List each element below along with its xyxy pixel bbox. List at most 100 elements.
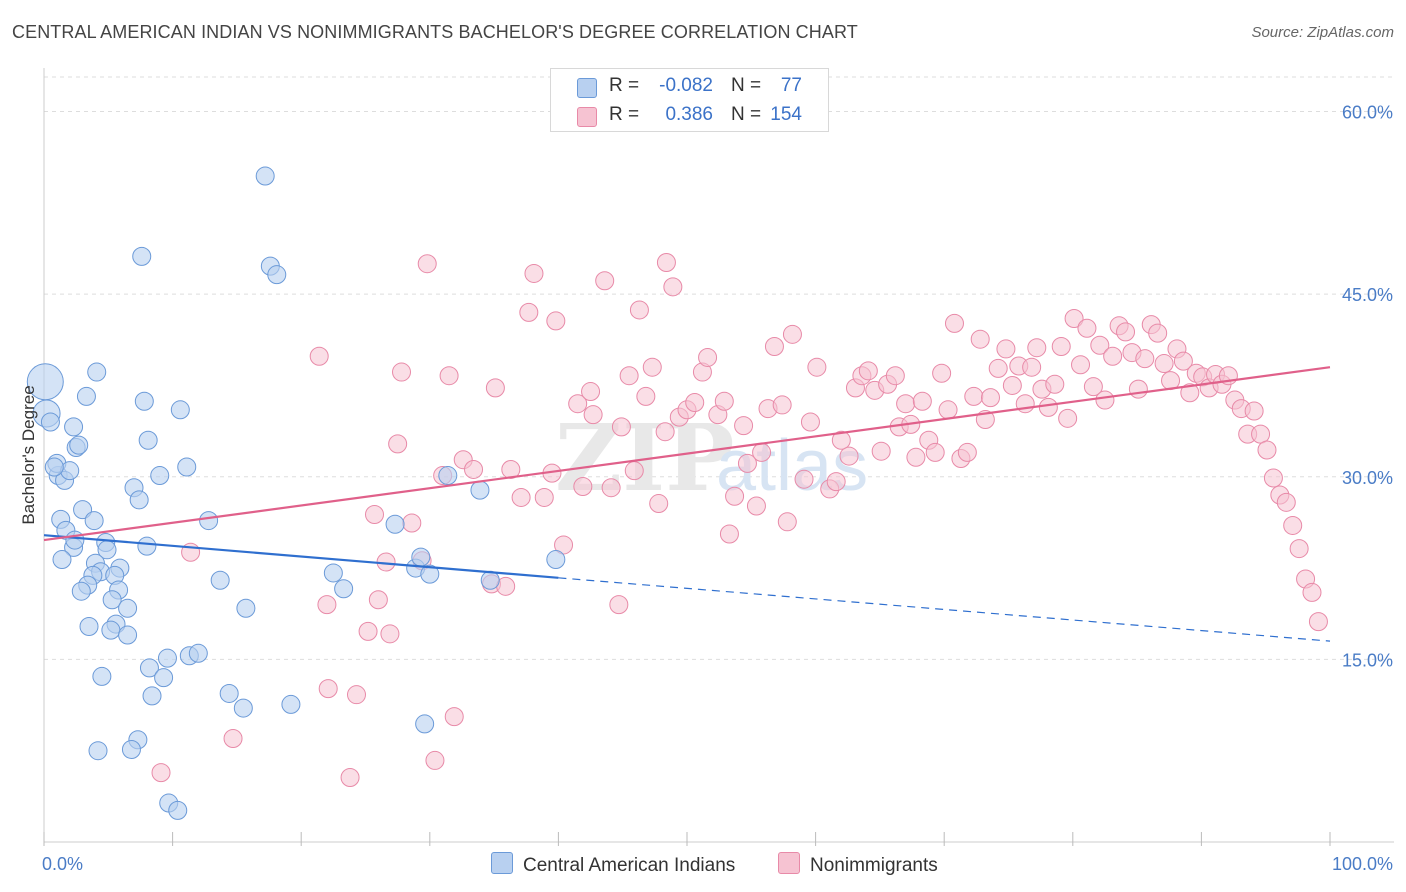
- data-point-nonimmigrants: [317, 595, 337, 615]
- data-point-central-american-indians: [199, 511, 219, 531]
- data-point-central-american-indians: [150, 466, 170, 486]
- legend-row-blue: R = -0.082 N = 77: [551, 71, 828, 101]
- data-point-nonimmigrants: [601, 478, 621, 498]
- data-point-nonimmigrants: [794, 469, 814, 489]
- source-label: Source: ZipAtlas.com: [1251, 24, 1394, 41]
- data-point-central-american-indians: [88, 741, 108, 761]
- data-point-central-american-indians: [69, 435, 89, 455]
- legend-swatch-blue: [577, 78, 597, 98]
- y-tick-label: 45.0%: [1342, 285, 1393, 305]
- data-point-nonimmigrants: [839, 446, 859, 466]
- data-point-nonimmigrants: [223, 729, 243, 749]
- legend-item-central-american-indians: Central American Indians: [491, 852, 735, 877]
- data-point-nonimmigrants: [392, 362, 412, 382]
- data-point-nonimmigrants: [1135, 349, 1155, 369]
- y-axis-title: Bachelor's Degree: [19, 385, 38, 524]
- data-point-central-american-indians: [84, 511, 104, 531]
- data-point-central-american-indians: [219, 683, 239, 703]
- data-point-nonimmigrants: [501, 459, 521, 479]
- y-tick-label: 15.0%: [1342, 650, 1393, 670]
- data-point-nonimmigrants: [944, 313, 964, 333]
- data-point-nonimmigrants: [906, 447, 926, 467]
- data-point-nonimmigrants: [858, 361, 878, 381]
- legend-label: Nonimmigrants: [810, 855, 938, 876]
- data-point-central-american-indians: [170, 400, 190, 420]
- data-point-nonimmigrants: [988, 358, 1008, 378]
- legend-item-nonimmigrants: Nonimmigrants: [778, 852, 938, 877]
- data-point-central-american-indians: [334, 579, 354, 599]
- data-point-central-american-indians: [157, 648, 177, 668]
- y-tick-label: 30.0%: [1342, 468, 1393, 488]
- data-point-nonimmigrants: [573, 477, 593, 497]
- data-point-nonimmigrants: [656, 252, 676, 272]
- data-point-central-american-indians: [87, 362, 107, 382]
- data-point-nonimmigrants: [581, 382, 601, 402]
- data-point-central-american-indians: [420, 564, 440, 584]
- data-point-nonimmigrants: [1283, 515, 1303, 535]
- data-point-nonimmigrants: [511, 487, 531, 507]
- data-point-central-american-indians: [137, 536, 157, 556]
- data-point-nonimmigrants: [938, 400, 958, 420]
- data-point-central-american-indians: [134, 391, 154, 411]
- data-point-nonimmigrants: [885, 366, 905, 386]
- data-point-nonimmigrants: [1090, 335, 1110, 355]
- data-point-nonimmigrants: [619, 366, 639, 386]
- data-point-nonimmigrants: [1289, 539, 1309, 559]
- data-point-nonimmigrants: [464, 459, 484, 479]
- data-point-nonimmigrants: [1083, 377, 1103, 397]
- data-point-central-american-indians: [139, 658, 159, 678]
- data-point-nonimmigrants: [1064, 308, 1084, 328]
- data-point-nonimmigrants: [1022, 357, 1042, 377]
- data-point-nonimmigrants: [826, 472, 846, 492]
- data-point-central-american-indians: [480, 570, 500, 590]
- data-point-nonimmigrants: [636, 386, 656, 406]
- data-point-nonimmigrants: [649, 494, 669, 514]
- data-point-nonimmigrants: [368, 590, 388, 610]
- data-point-nonimmigrants: [871, 441, 891, 461]
- x-tick-label: 0.0%: [42, 854, 83, 874]
- data-point-central-american-indians: [385, 514, 405, 534]
- data-point-nonimmigrants: [402, 513, 422, 533]
- data-point-nonimmigrants: [1128, 379, 1148, 399]
- data-point-nonimmigrants: [609, 595, 629, 615]
- data-point-nonimmigrants: [1244, 401, 1264, 421]
- data-point-nonimmigrants: [1038, 397, 1058, 417]
- data-point-nonimmigrants: [1002, 375, 1022, 395]
- data-point-nonimmigrants: [546, 311, 566, 331]
- trend-line-central-american-indians: [43, 534, 559, 579]
- data-point-central-american-indians: [102, 590, 122, 610]
- chart-title: CENTRAL AMERICAN INDIAN VS NONIMMIGRANTS…: [12, 22, 858, 42]
- data-point-nonimmigrants: [725, 486, 745, 506]
- data-point-nonimmigrants: [151, 763, 171, 783]
- data-point-nonimmigrants: [318, 679, 338, 699]
- data-point-nonimmigrants: [1027, 338, 1047, 358]
- data-point-nonimmigrants: [996, 339, 1016, 359]
- legend-r-value: -0.082: [659, 75, 713, 96]
- data-point-nonimmigrants: [719, 524, 739, 544]
- data-point-nonimmigrants: [358, 621, 378, 641]
- data-point-central-american-indians: [65, 530, 85, 550]
- data-point-nonimmigrants: [583, 405, 603, 425]
- data-point-nonimmigrants: [800, 412, 820, 432]
- legend-r-label: R =: [609, 104, 640, 125]
- data-point-central-american-indians: [138, 430, 158, 450]
- data-point-nonimmigrants: [807, 357, 827, 377]
- data-point-central-american-indians: [154, 668, 174, 688]
- data-point-nonimmigrants: [524, 263, 544, 283]
- data-point-central-american-indians: [267, 265, 287, 285]
- data-point-central-american-indians: [79, 617, 99, 637]
- data-point-central-american-indians: [210, 570, 230, 590]
- data-point-nonimmigrants: [1173, 351, 1193, 371]
- data-point-nonimmigrants: [1071, 355, 1091, 375]
- data-point-nonimmigrants: [1308, 612, 1328, 632]
- legend-swatch-blue: [491, 852, 513, 874]
- legend-n-value: 154: [770, 104, 802, 125]
- data-point-central-american-indians: [255, 166, 275, 186]
- data-point-nonimmigrants: [1045, 374, 1065, 394]
- data-point-nonimmigrants: [782, 324, 802, 344]
- legend-r-label: R =: [609, 75, 640, 96]
- data-point-nonimmigrants: [737, 453, 757, 473]
- data-point-nonimmigrants: [554, 535, 574, 555]
- correlation-legend: R = -0.082 N = 77 R = 0.386 N = 154: [550, 68, 829, 132]
- data-point-nonimmigrants: [309, 346, 329, 366]
